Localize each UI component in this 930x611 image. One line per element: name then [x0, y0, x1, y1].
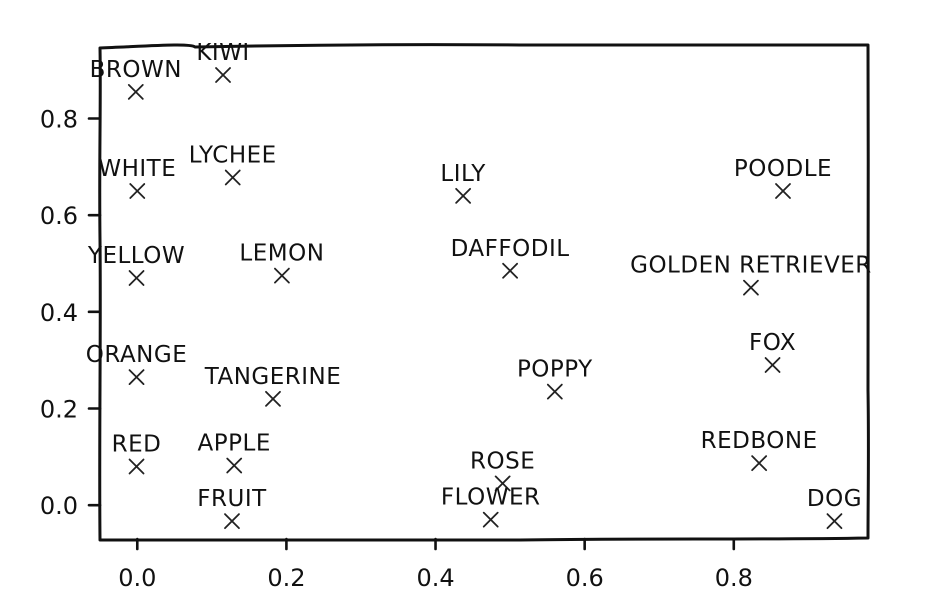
- point-label: POODLE: [734, 156, 832, 182]
- x-tick-label: 0.8: [715, 564, 753, 592]
- point-marker-stroke: [274, 267, 290, 284]
- data-point: APPLE: [198, 431, 271, 474]
- point-marker-stroke: [455, 187, 472, 204]
- point-label: LEMON: [239, 241, 324, 267]
- data-point: FOX: [749, 330, 796, 373]
- point-marker-stroke: [482, 511, 499, 528]
- point-marker-stroke: [764, 357, 781, 373]
- data-point: ORANGE: [86, 342, 187, 385]
- point-label: FRUIT: [197, 486, 267, 512]
- point-marker-stroke: [826, 513, 843, 530]
- data-point: RED: [112, 432, 162, 475]
- point-marker-stroke: [546, 383, 563, 400]
- point-marker-stroke: [226, 457, 243, 474]
- x-tick-label: 0.4: [416, 564, 454, 592]
- point-label: TANGERINE: [204, 364, 342, 390]
- point-marker-stroke: [751, 455, 768, 472]
- data-points: KIWI BROWN WHITE LYCHEE LILY POODLE YELLOW LEMO…: [86, 40, 872, 530]
- data-point: DAFFODIL: [451, 236, 570, 279]
- point-marker-stroke: [129, 183, 146, 199]
- point-label: KIWI: [196, 40, 249, 66]
- x-tick-label: 0.2: [267, 564, 305, 592]
- data-point: POODLE: [734, 156, 832, 199]
- data-point: BROWN: [90, 57, 182, 100]
- data-point: LILY: [440, 161, 486, 204]
- data-point: REDBONE: [701, 428, 818, 472]
- data-point: TANGERINE: [204, 364, 342, 407]
- point-marker-stroke: [775, 183, 791, 199]
- y-tick-label: 0.8: [40, 106, 78, 134]
- y-tick-label: 0.6: [40, 202, 78, 230]
- point-label: FLOWER: [441, 485, 541, 511]
- point-marker-stroke: [128, 458, 145, 475]
- y-axis: 0.0 0.2 0.4 0.6 0.8: [40, 106, 102, 520]
- y-tick-label: 0.0: [40, 492, 78, 520]
- point-label: POPPY: [517, 357, 593, 383]
- data-point: ROSE: [470, 448, 535, 492]
- point-marker-stroke: [128, 369, 145, 385]
- point-label: LYCHEE: [189, 142, 277, 168]
- data-point: KIWI: [196, 40, 249, 83]
- point-label: LILY: [440, 161, 486, 187]
- point-marker-stroke: [743, 279, 759, 296]
- data-point: WHITE: [98, 156, 176, 199]
- x-tick-label: 0.6: [566, 564, 604, 592]
- point-label: FOX: [749, 330, 796, 356]
- point-label: GOLDEN RETRIEVER: [630, 253, 872, 279]
- point-marker-stroke: [265, 390, 281, 407]
- data-point: POPPY: [517, 357, 593, 400]
- point-marker-stroke: [224, 169, 241, 186]
- data-point: FLOWER: [441, 485, 541, 528]
- y-tick-label: 0.2: [40, 396, 78, 424]
- data-point: LEMON: [239, 241, 324, 284]
- point-label: ORANGE: [86, 342, 187, 368]
- y-tick-label: 0.4: [40, 299, 78, 327]
- point-marker-stroke: [215, 67, 231, 83]
- point-marker-stroke: [128, 270, 145, 286]
- plot-frame: [98, 43, 870, 542]
- point-label: YELLOW: [87, 243, 185, 269]
- data-point: FRUIT: [197, 486, 267, 530]
- data-point: YELLOW: [87, 243, 185, 286]
- point-label: WHITE: [98, 156, 176, 182]
- data-point: GOLDEN RETRIEVER: [630, 253, 872, 296]
- point-label: REDBONE: [701, 428, 818, 454]
- point-label: RED: [112, 432, 162, 458]
- point-marker-stroke: [502, 262, 518, 279]
- point-marker-stroke: [224, 513, 240, 530]
- data-point: LYCHEE: [189, 142, 277, 186]
- point-label: DAFFODIL: [451, 236, 570, 262]
- x-tick-label: 0.0: [118, 564, 156, 592]
- point-label: DOG: [807, 486, 862, 512]
- point-label: BROWN: [90, 57, 182, 83]
- point-label: APPLE: [198, 431, 271, 457]
- point-marker-stroke: [494, 475, 511, 492]
- x-axis: 0.0 0.2 0.4 0.6 0.8: [118, 537, 753, 592]
- point-label: ROSE: [470, 448, 535, 474]
- point-marker-stroke: [127, 84, 144, 100]
- data-point: DOG: [807, 486, 862, 530]
